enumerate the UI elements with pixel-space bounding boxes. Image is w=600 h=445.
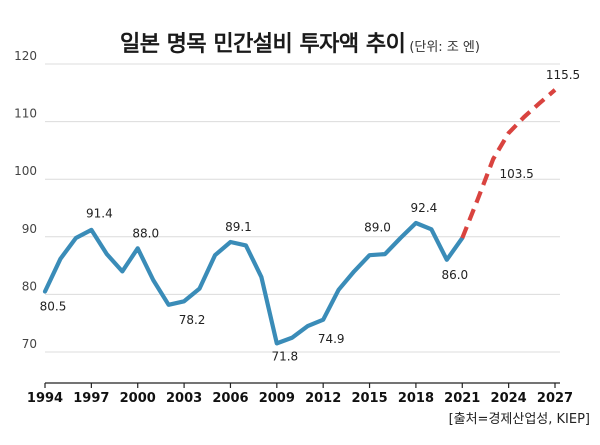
x-tick-label: 2006 xyxy=(212,391,248,406)
data-label: 71.8 xyxy=(271,350,298,364)
data-label: 115.5 xyxy=(546,68,580,82)
y-tick-label: 110 xyxy=(14,107,37,121)
data-label: 89.1 xyxy=(225,220,252,234)
y-tick-label: 70 xyxy=(22,337,37,351)
data-label: 92.4 xyxy=(411,201,438,215)
x-tick-label: 2024 xyxy=(491,391,527,406)
actual-series-line xyxy=(42,220,465,346)
y-tick-label: 80 xyxy=(22,279,37,293)
x-tick-label: 2021 xyxy=(444,391,480,406)
y-tick-label: 90 xyxy=(22,222,37,236)
data-label: 80.5 xyxy=(40,300,67,314)
data-label: 74.9 xyxy=(318,332,345,346)
y-tick-label: 100 xyxy=(14,164,37,178)
data-label: 91.4 xyxy=(86,207,113,221)
x-tick-label: 2009 xyxy=(259,391,295,406)
data-label: 86.0 xyxy=(441,268,468,282)
source-note: [출처=경제산업성, KIEP] xyxy=(448,412,590,427)
forecast-series-line xyxy=(460,88,557,239)
data-label: 89.0 xyxy=(364,221,391,235)
x-tick-label: 2027 xyxy=(537,391,573,406)
x-tick-label: 2012 xyxy=(305,391,341,406)
x-tick-label: 2000 xyxy=(120,391,156,406)
data-label: 78.2 xyxy=(179,313,206,327)
unit-label: (단위: 조 엔) xyxy=(409,40,480,55)
x-tick-label: 1994 xyxy=(27,391,63,406)
chart-title: 일본 명목 민간설비 투자액 추이 xyxy=(120,32,406,57)
x-tick-label: 2015 xyxy=(351,391,387,406)
data-label: 88.0 xyxy=(132,226,159,240)
x-tick-label: 2003 xyxy=(166,391,202,406)
x-tick-label: 1997 xyxy=(73,391,109,406)
y-tick-label: 120 xyxy=(14,49,37,63)
x-tick-label: 2018 xyxy=(398,391,434,406)
chart-header: 일본 명목 민간설비 투자액 추이 (단위: 조 엔) xyxy=(0,26,600,58)
data-label: 103.5 xyxy=(499,167,533,181)
